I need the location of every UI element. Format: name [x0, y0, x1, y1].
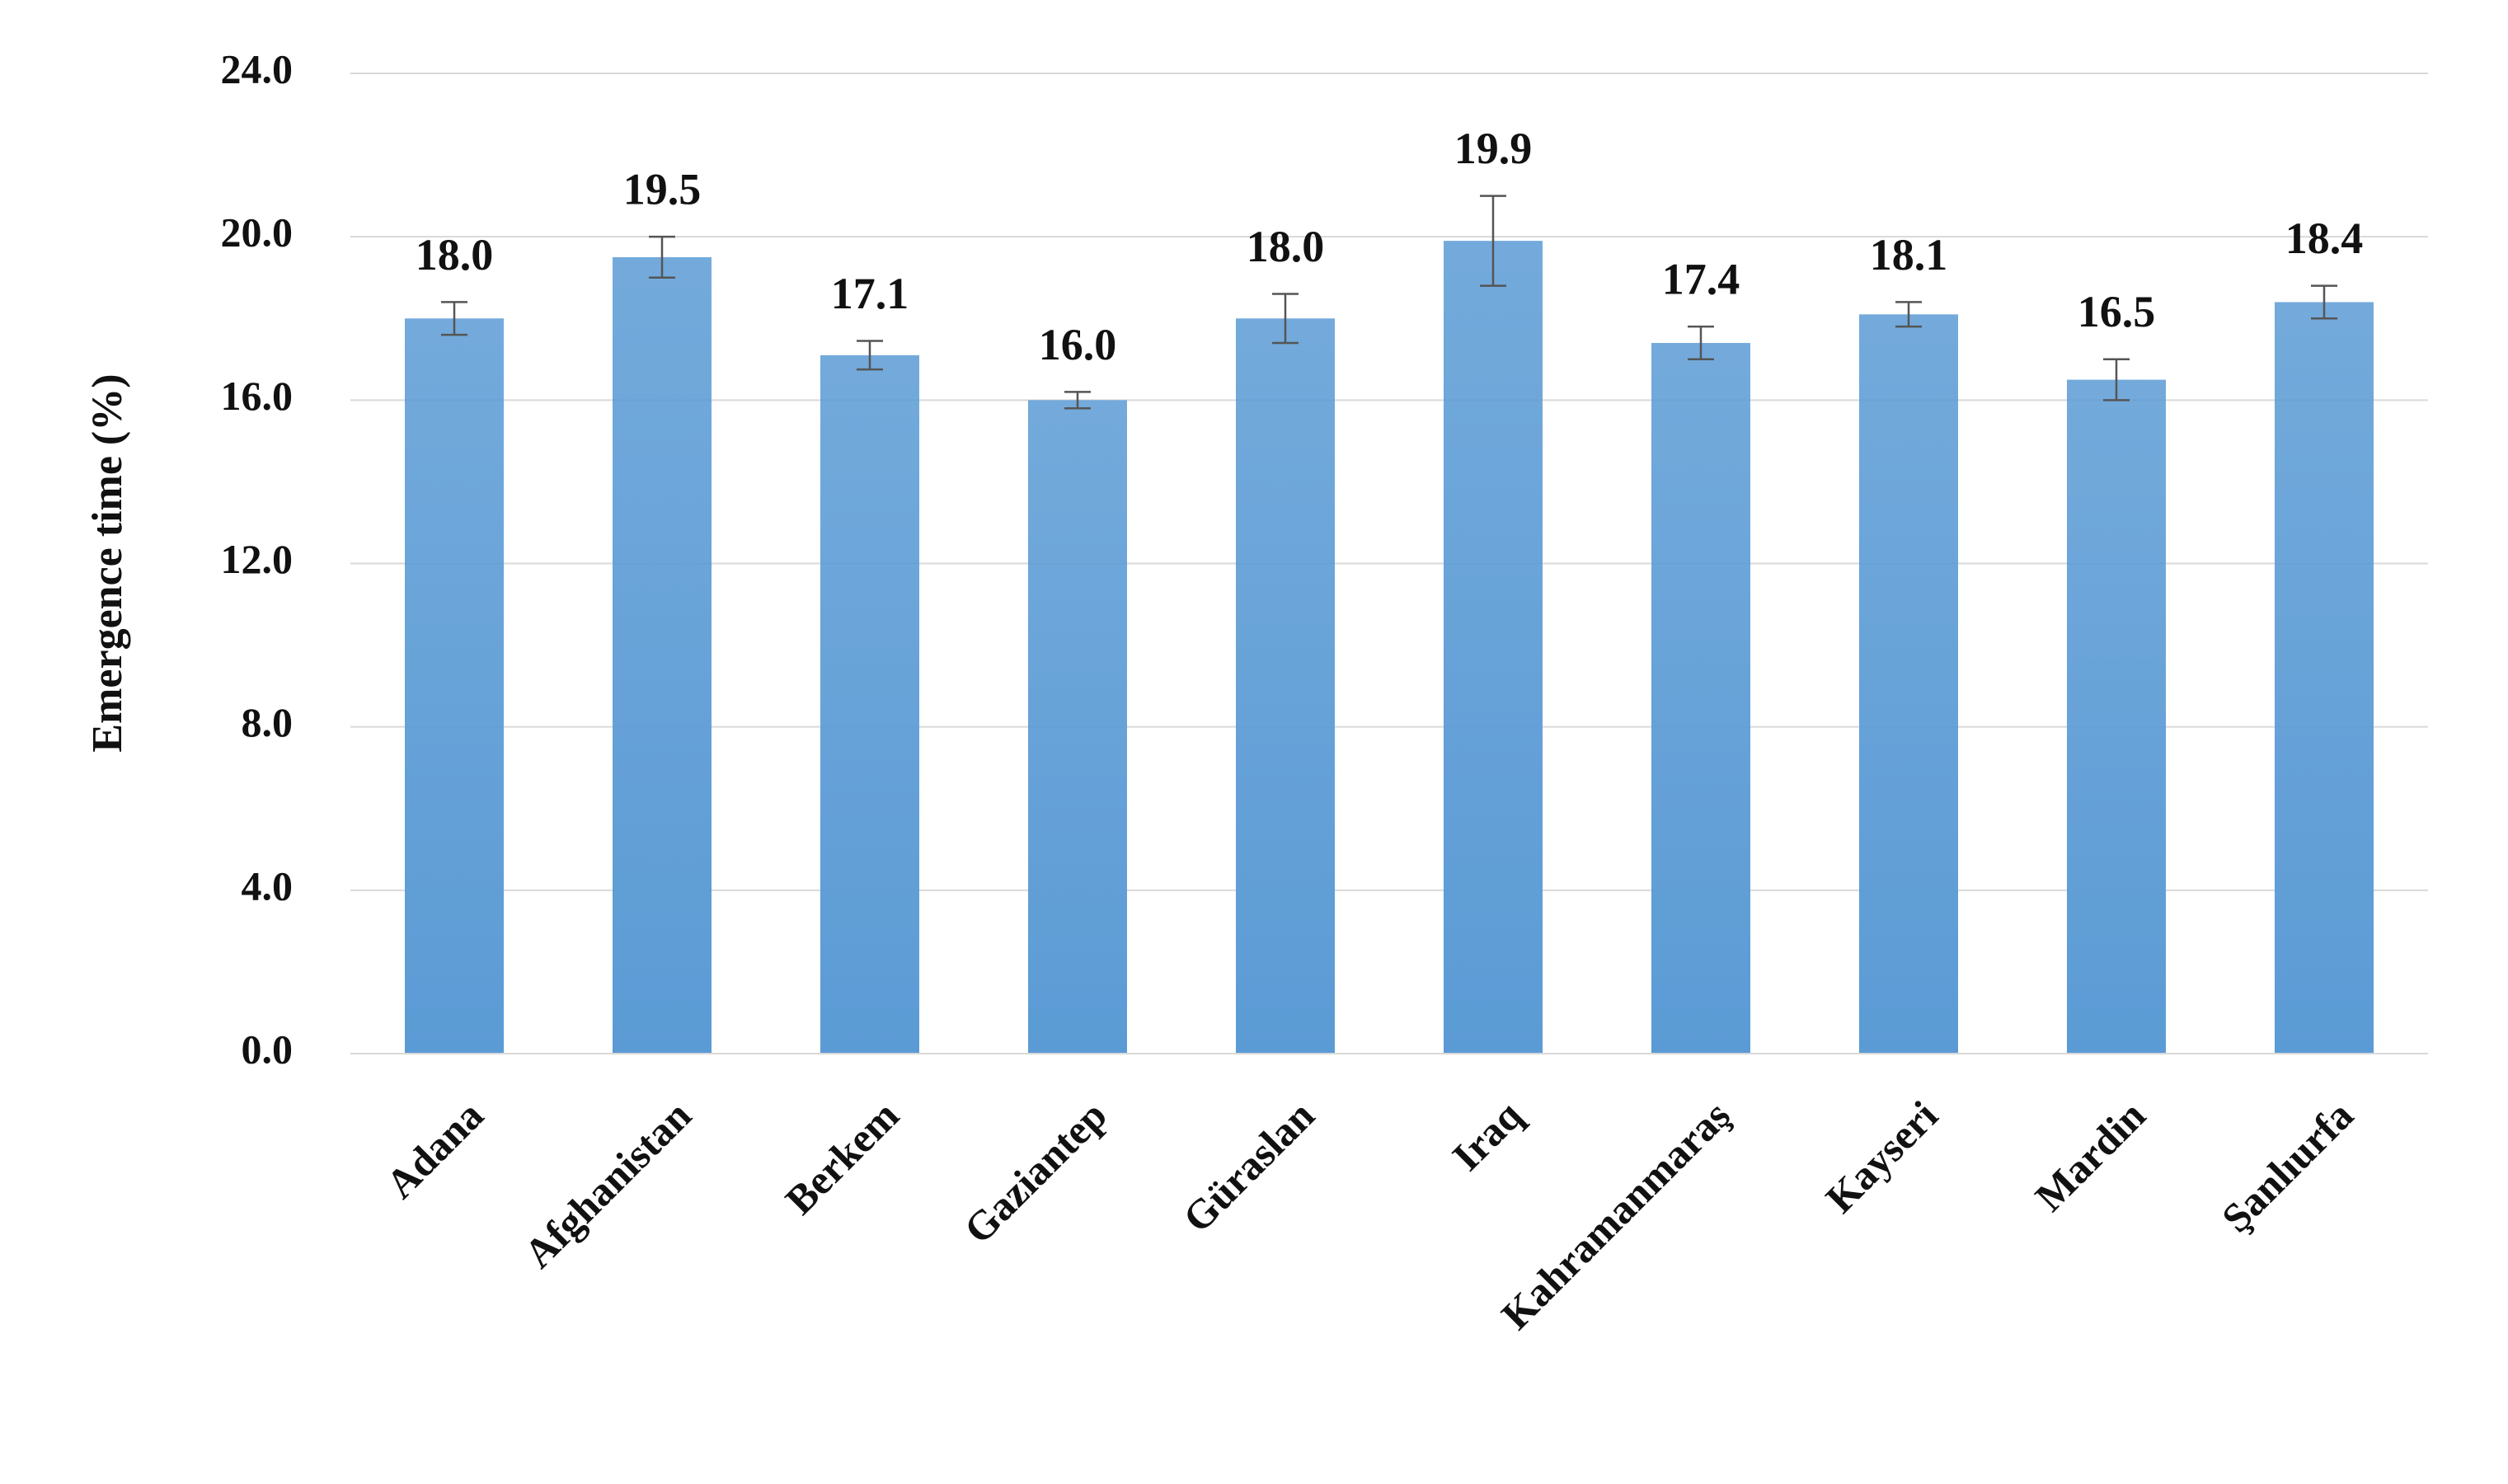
y-tick-label: 12.0 — [221, 536, 294, 582]
bar — [1651, 342, 1750, 1054]
data-label: 19.9 — [1454, 124, 1533, 173]
bar — [2275, 302, 2374, 1054]
data-label: 17.1 — [831, 269, 909, 318]
x-tick-label: Güraslan — [1174, 1092, 1323, 1241]
y-tick-label: 16.0 — [221, 373, 294, 419]
x-tick-label: Kayseri — [1816, 1092, 1946, 1221]
data-label: 18.0 — [1247, 222, 1325, 271]
x-tick-label: Afghanistan — [515, 1092, 700, 1276]
x-tick-label: Mardin — [2026, 1092, 2154, 1220]
data-label: 18.4 — [2285, 214, 2364, 263]
bar — [1444, 241, 1543, 1054]
x-tick-label: Gaziantep — [955, 1092, 1115, 1252]
data-label: 17.4 — [1662, 255, 1740, 304]
bar — [1859, 314, 1958, 1054]
data-label: 18.0 — [416, 230, 494, 279]
bar — [613, 256, 712, 1054]
x-tick-label: Adana — [377, 1092, 492, 1207]
data-label: 16.0 — [1039, 320, 1117, 369]
bar — [405, 318, 504, 1054]
y-tick-label: 24.0 — [221, 45, 294, 92]
y-tick-label: 0.0 — [242, 1026, 294, 1072]
y-tick-label: 4.0 — [242, 862, 294, 909]
y-tick-label: 20.0 — [221, 209, 294, 256]
x-tick-label: Şanlıurfa — [2213, 1092, 2362, 1241]
data-label: 19.5 — [623, 165, 702, 214]
bar — [2067, 379, 2166, 1054]
x-tick-label: Kahramanmaraş — [1492, 1092, 1739, 1338]
y-axis-label: Emergence time (%) — [84, 373, 131, 752]
x-tick-label: Iraq — [1443, 1092, 1531, 1180]
bar — [1236, 318, 1335, 1054]
data-label: 16.5 — [2078, 287, 2156, 336]
bar — [820, 355, 919, 1054]
y-tick-label: 8.0 — [242, 699, 294, 745]
data-label: 18.1 — [1870, 230, 1948, 279]
bar — [1028, 400, 1127, 1054]
x-tick-label: Berkem — [777, 1092, 908, 1223]
